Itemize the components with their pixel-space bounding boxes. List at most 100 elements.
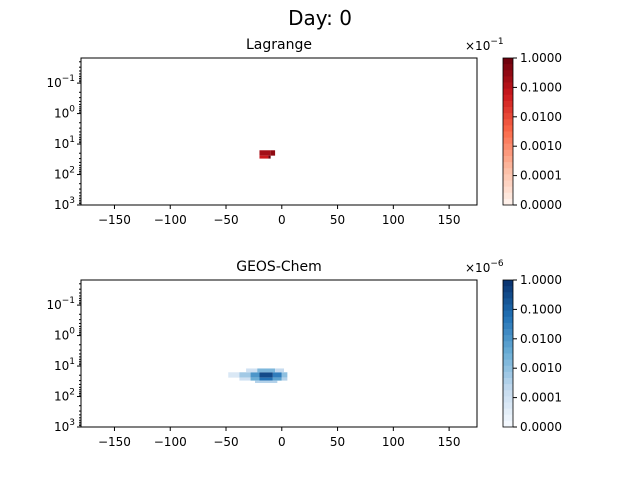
heatmap-cell	[228, 372, 240, 378]
heatmap-cell	[259, 155, 269, 159]
colorbar-band	[503, 347, 513, 354]
heatmap-cell	[239, 372, 251, 378]
panel-title: Lagrange	[246, 37, 312, 53]
x-tick-label: −150	[98, 213, 131, 227]
heatmap-cell	[281, 372, 288, 378]
y-tick-label: 103	[54, 196, 75, 212]
colorbar-band	[503, 186, 513, 194]
figure-title: Day: 0	[288, 6, 352, 30]
heatmap-cell	[268, 155, 271, 159]
colorbar-band	[503, 64, 513, 71]
colorbar-band	[503, 414, 513, 422]
colorbar-band	[503, 125, 513, 132]
x-tick-label: −100	[154, 213, 187, 227]
colorbar-band	[503, 310, 513, 318]
colorbar-band	[503, 113, 513, 120]
axes-frame	[80, 57, 478, 206]
colorbar-band	[503, 316, 513, 324]
colorbar-band	[503, 384, 513, 391]
heatmap-cell	[259, 372, 273, 378]
colorbar-band	[503, 420, 513, 428]
heatmap-cell	[270, 150, 276, 156]
x-tick-label: −50	[213, 213, 238, 227]
x-tick-label: 50	[330, 213, 345, 227]
colorbar-band	[503, 137, 513, 145]
colorbar-band	[503, 70, 513, 77]
colorbar-band	[503, 292, 513, 299]
colorbar-band	[503, 390, 513, 397]
colorbar-band	[503, 82, 513, 90]
colorbar-band	[503, 396, 513, 403]
colorbar-tick-label: 0.0000	[520, 198, 562, 212]
heatmap-cell	[257, 368, 276, 373]
x-tick-label: 150	[438, 213, 461, 227]
heatmap-cell	[250, 377, 260, 381]
y-tick-label: 100	[54, 327, 75, 343]
colorbar-offset-label: ×10−1	[465, 37, 504, 53]
colorbar-band	[503, 192, 513, 200]
colorbar-band	[503, 168, 513, 175]
colorbar-band	[503, 94, 513, 102]
heatmap-cell	[281, 377, 288, 381]
colorbar-frame	[502, 279, 514, 428]
heatmap-cell	[246, 368, 258, 373]
x-tick-label: 100	[382, 435, 405, 449]
colorbar-band	[503, 341, 513, 348]
colorbar-tick-label: 0.0010	[520, 361, 562, 375]
heatmap-cell	[272, 377, 282, 381]
colorbar-band	[503, 280, 513, 287]
x-tick-label: 100	[382, 213, 405, 227]
x-tick-label: 0	[278, 213, 286, 227]
colorbar-offset-label: ×10−6	[465, 259, 504, 275]
x-tick-label: −100	[154, 435, 187, 449]
colorbar-tick-label: 0.1000	[520, 80, 562, 94]
panel-2: GEOS-Chem −150 −100 −50 0 50 100 150 10−1 100 101 1…	[46, 259, 562, 449]
y-tick-label: 103	[54, 418, 75, 434]
y-tick-label: 10−1	[46, 296, 75, 312]
colorbar-band	[503, 365, 513, 373]
colorbar-band	[503, 58, 513, 65]
colorbar-tick-label: 0.0001	[520, 391, 562, 405]
axes-frame	[80, 279, 478, 428]
x-tick-label: −150	[98, 435, 131, 449]
y-tick-label: 10−1	[46, 74, 75, 90]
colorbar-band	[503, 353, 513, 361]
colorbar-band	[503, 371, 513, 379]
colorbar-band	[503, 149, 513, 157]
heatmap-cell	[272, 372, 282, 378]
heatmap-cell	[275, 368, 285, 373]
heatmap-cell	[250, 372, 260, 378]
colorbar-band	[503, 329, 513, 336]
panel-title: GEOS-Chem	[236, 259, 322, 275]
colorbar-band	[503, 304, 513, 312]
colorbar-band	[503, 402, 513, 410]
colorbar-tick-label: 0.0010	[520, 139, 562, 153]
colorbar-tick-label: 0.0000	[520, 420, 562, 434]
x-tick-label: 0	[278, 435, 286, 449]
colorbar-band	[503, 174, 513, 181]
colorbar-band	[503, 100, 513, 108]
colorbar-band	[503, 180, 513, 188]
colorbar-band	[503, 378, 513, 385]
panel-1: Lagrange −150 −100 −50 0 50 100 150 10−1 100 101 10…	[46, 37, 562, 227]
y-tick-label: 101	[54, 357, 75, 373]
colorbar-band	[503, 359, 513, 367]
x-tick-label: −50	[213, 435, 238, 449]
colorbar-tick-label: 0.0001	[520, 169, 562, 183]
colorbar-tick-label: 0.0100	[520, 332, 562, 346]
heatmap-cell	[259, 150, 271, 156]
colorbar-band	[503, 119, 513, 126]
colorbar-tick-label: 0.1000	[520, 302, 562, 316]
colorbar-band	[503, 156, 513, 163]
colorbar-band	[503, 335, 513, 342]
colorbar-band	[503, 88, 513, 96]
colorbar-frame	[502, 57, 514, 206]
colorbar-tick-label: 1.0000	[520, 51, 562, 65]
colorbar-band	[503, 162, 513, 169]
colorbar-band	[503, 298, 513, 305]
heatmap-cell	[255, 380, 278, 384]
y-tick-label: 102	[54, 166, 75, 182]
colorbar-tick-label: 0.0100	[520, 110, 562, 124]
y-tick-label: 101	[54, 135, 75, 151]
